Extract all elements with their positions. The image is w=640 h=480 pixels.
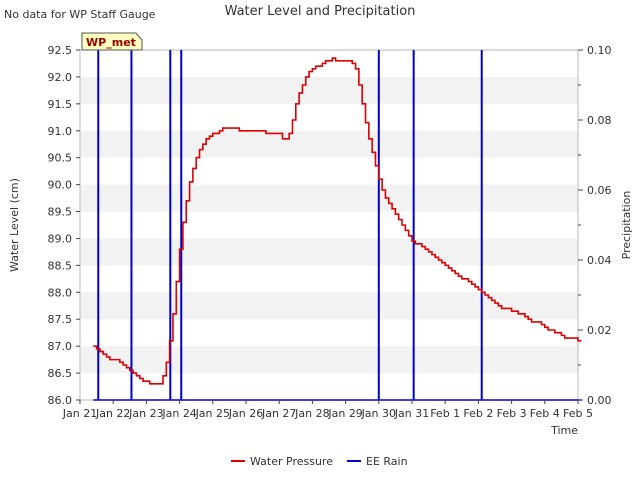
x-tick-label: Jan 30 bbox=[361, 407, 396, 420]
water-pressure-line bbox=[93, 57, 582, 385]
y-tick-label-left: 86.0 bbox=[48, 394, 73, 407]
y-tick-label-left: 86.5 bbox=[48, 367, 73, 380]
grid-bands bbox=[80, 76, 578, 374]
legend: Water Pressure EE Rain bbox=[231, 455, 408, 468]
grid-band bbox=[80, 346, 578, 374]
y-tick-label-left: 92.0 bbox=[48, 71, 73, 84]
y-tick-label-right: 0.00 bbox=[587, 394, 612, 407]
grid-band bbox=[80, 76, 578, 104]
y-tick-label-left: 89.0 bbox=[48, 232, 73, 245]
y-tick-label-left: 91.0 bbox=[48, 125, 73, 138]
x-axis-label: Time bbox=[550, 424, 578, 437]
y-tick-label-left: 90.5 bbox=[48, 152, 73, 165]
x-tick-label: Jan 28 bbox=[294, 407, 329, 420]
y-axis-left-label: Water Level (cm) bbox=[8, 178, 21, 272]
x-tick-label: Feb 4 bbox=[530, 407, 560, 420]
x-tick-label: Feb 1 bbox=[430, 407, 460, 420]
y-tick-label-right: 0.10 bbox=[587, 44, 612, 57]
x-tick-label: Feb 3 bbox=[497, 407, 527, 420]
y-tick-label-left: 87.0 bbox=[48, 340, 73, 353]
y-tick-label-right: 0.02 bbox=[587, 324, 612, 337]
y-tick-label-left: 92.5 bbox=[48, 44, 73, 57]
y-tick-label-left: 90.0 bbox=[48, 179, 73, 192]
grid-band bbox=[80, 292, 578, 320]
y-tick-label-right: 0.06 bbox=[587, 184, 612, 197]
y-tick-label-left: 88.5 bbox=[48, 259, 73, 272]
x-tick-label: Jan 27 bbox=[261, 407, 296, 420]
x-tick-label: Jan 22 bbox=[95, 407, 130, 420]
x-tick-label: Feb 2 bbox=[463, 407, 493, 420]
grid-band bbox=[80, 238, 578, 266]
x-tick-label: Feb 5 bbox=[563, 407, 593, 420]
x-tick-label: Jan 23 bbox=[128, 407, 163, 420]
x-tick-label: Jan 31 bbox=[394, 407, 429, 420]
y-axis-right-label: Precipitation bbox=[620, 191, 633, 260]
corner-note: No data for WP Staff Gauge bbox=[4, 8, 156, 21]
y-tick-label-left: 88.0 bbox=[48, 286, 73, 299]
x-tick-label: Jan 26 bbox=[228, 407, 263, 420]
legend-label-ee-rain: EE Rain bbox=[366, 455, 408, 468]
y-axis-left: 86.0 86.5 87.0 87.5 88.0 88.5 89.0 89.5 90.0 90.5… bbox=[48, 44, 80, 407]
x-tick-label: Jan 21 bbox=[62, 407, 97, 420]
y-tick-label-left: 87.5 bbox=[48, 313, 73, 326]
grid-band bbox=[80, 184, 578, 212]
y-tick-label-right: 0.04 bbox=[587, 254, 612, 267]
y-tick-label-right: 0.08 bbox=[587, 114, 612, 127]
chart-title: Water Level and Precipitation bbox=[225, 4, 416, 19]
x-tick-label: Jan 24 bbox=[161, 407, 196, 420]
x-tick-label: Jan 25 bbox=[195, 407, 230, 420]
x-tick-label: Jan 29 bbox=[327, 407, 362, 420]
y-axis-right: 0.00 0.02 0.04 0.06 0.08 0.10 bbox=[578, 44, 612, 407]
y-tick-label-left: 91.5 bbox=[48, 98, 73, 111]
site-badge-label: WP_met bbox=[86, 36, 136, 49]
grid-band bbox=[80, 130, 578, 158]
y-tick-label-left: 89.5 bbox=[48, 206, 73, 219]
legend-label-water-pressure: Water Pressure bbox=[250, 455, 333, 468]
site-badge: WP_met bbox=[81, 32, 143, 51]
